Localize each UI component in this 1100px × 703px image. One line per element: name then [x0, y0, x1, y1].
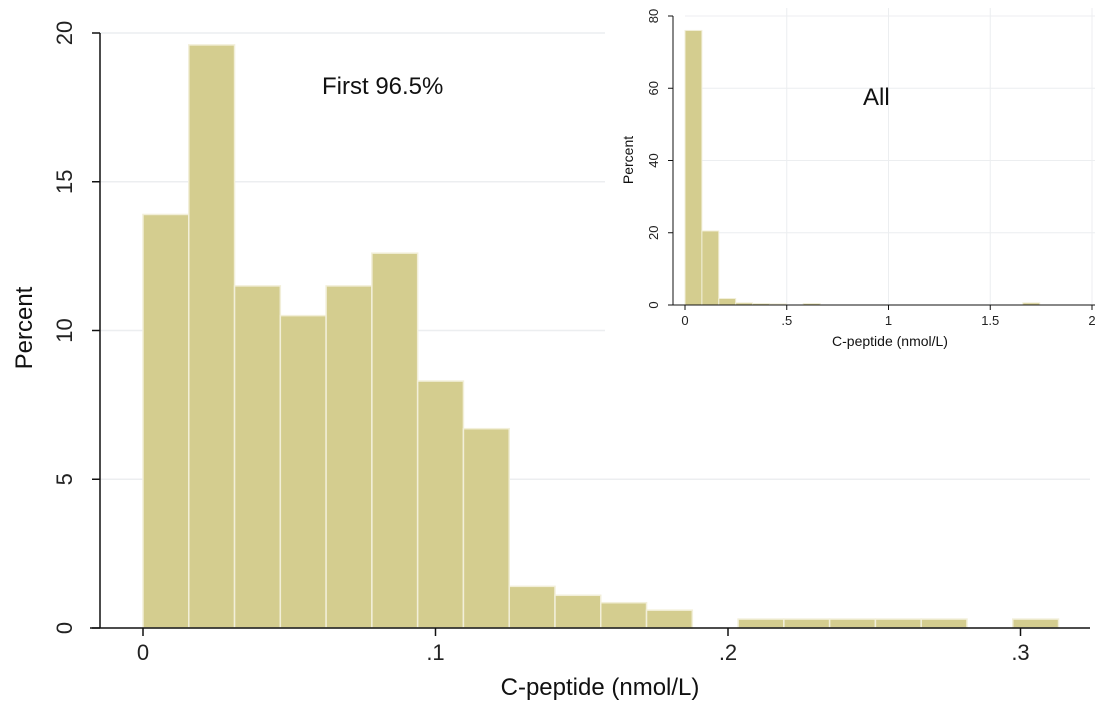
main-bar [233, 285, 282, 629]
main-x-tick-labels: 0 .1 .2 .3 [137, 640, 1030, 665]
main-bar [142, 213, 190, 629]
main-bar [371, 252, 419, 629]
main-annotation: First 96.5% [322, 73, 443, 100]
main-bar [279, 314, 327, 629]
inset-annotation: All [863, 84, 890, 111]
main-y-tick-label: 0 [52, 622, 77, 634]
main-y-tick-label: 15 [52, 170, 77, 194]
main-x-tick-label: .2 [719, 640, 737, 665]
inset-bar [684, 29, 703, 306]
inset-bar [701, 230, 720, 306]
main-bar [188, 44, 236, 629]
main-bar [554, 594, 602, 629]
inset-histogram: 0 20 40 60 80 0 .5 1 1.5 2 Percent C-peptide (nm… [605, 0, 1100, 360]
main-bar [828, 618, 877, 629]
main-bar [783, 618, 831, 629]
main-x-tick-label: 0 [137, 640, 149, 665]
main-bar [600, 601, 648, 629]
inset-bars [684, 29, 1041, 306]
inset-bar [718, 297, 737, 306]
main-y-tick-label: 5 [52, 473, 77, 485]
inset-y-tick-label: 80 [646, 9, 661, 23]
inset-x-tick-label: 0 [681, 313, 688, 328]
main-bar [416, 380, 465, 629]
inset-y-tick-labels: 0 20 40 60 80 [646, 9, 661, 309]
main-bar [1011, 618, 1060, 629]
inset-x-tick-labels: 0 .5 1 1.5 2 [681, 313, 1095, 328]
main-x-axis-title: C-peptide (nmol/L) [501, 674, 700, 701]
main-y-axis-title: Percent [11, 286, 38, 369]
inset-x-tick-label: 2 [1088, 313, 1095, 328]
inset-x-tick-label: 1.5 [981, 313, 999, 328]
main-bar [874, 618, 922, 629]
main-bar [645, 609, 694, 629]
inset-y-tick-label: 40 [646, 153, 661, 167]
main-y-tick-label: 10 [52, 318, 77, 342]
main-bar [920, 618, 968, 629]
main-bar [737, 618, 785, 629]
inset-y-tick-label: 20 [646, 226, 661, 240]
inset-x-tick-label: .5 [781, 313, 792, 328]
inset-y-axis-title: Percent [620, 136, 636, 184]
main-bar [462, 427, 510, 629]
inset-axes [668, 15, 1095, 310]
inset-y-tick-label: 60 [646, 81, 661, 95]
main-axes [90, 32, 1090, 636]
main-y-tick-labels: 0 5 10 15 20 [52, 21, 77, 634]
inset-gridlines [685, 8, 1095, 305]
inset-x-tick-label: 1 [885, 313, 892, 328]
inset-y-tick-label: 0 [646, 301, 661, 308]
main-bar [325, 285, 373, 629]
main-x-tick-label: .3 [1011, 640, 1029, 665]
main-x-tick-label: .1 [426, 640, 444, 665]
main-bar [508, 585, 556, 629]
main-y-tick-label: 20 [52, 21, 77, 45]
inset-x-axis-title: C-peptide (nmol/L) [832, 333, 948, 349]
